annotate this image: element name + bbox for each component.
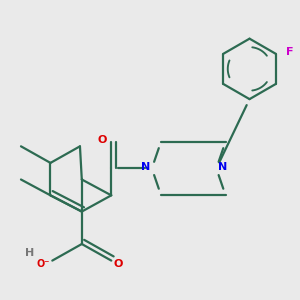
Text: O⁻: O⁻	[36, 259, 50, 269]
Text: N: N	[141, 162, 150, 172]
Text: F: F	[286, 47, 293, 57]
Text: O: O	[113, 259, 123, 269]
Text: N: N	[218, 162, 228, 172]
Text: H: H	[25, 248, 34, 258]
Text: O: O	[98, 135, 107, 145]
